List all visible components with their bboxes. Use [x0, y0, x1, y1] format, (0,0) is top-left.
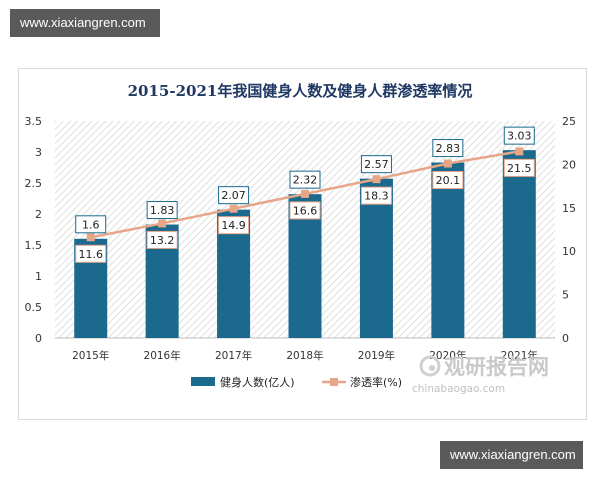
x-tick-label: 2017年 — [215, 349, 252, 362]
bar-value-label: 2.32 — [293, 174, 318, 187]
rate-value-box — [218, 216, 250, 235]
bar — [502, 150, 536, 338]
rate-value-box — [360, 186, 392, 205]
rate-point — [301, 189, 309, 198]
data-labels: 1.6 1.83 2.07 2.32 2.57 2.83 3.03 11.6 13.2 14.9 1… — [75, 126, 535, 263]
legend-label-line: 渗透率(%) — [350, 375, 402, 389]
bar-value-box — [432, 139, 464, 158]
rate-value-label: 18.3 — [364, 190, 389, 203]
bar-value-box — [503, 126, 535, 145]
y-right-tick-label: 5 — [562, 289, 569, 302]
rate-value-label: 13.2 — [150, 234, 175, 247]
legend-label-bar: 健身人数(亿人) — [220, 375, 295, 389]
y-left-tick-label: 2 — [35, 208, 42, 221]
bar-value-box — [360, 155, 392, 174]
bar-value-label: 2.07 — [221, 189, 246, 202]
y-left-tick-label: 0 — [35, 332, 42, 345]
logo-text-cn: 观研报告网 — [444, 355, 549, 379]
y-right-tick-label: 20 — [562, 158, 576, 171]
y-left-tick-label: 3.5 — [25, 115, 43, 128]
rate-point — [229, 204, 238, 213]
rate-value-label: 21.5 — [507, 162, 532, 175]
y-left-tick-label: 2.5 — [25, 177, 43, 190]
rate-point — [158, 219, 167, 228]
y-right-tick-label: 0 — [562, 332, 569, 345]
rate-value-box — [289, 201, 321, 220]
legend-swatch-bar — [191, 377, 215, 386]
bar-value-box — [75, 215, 107, 234]
y-right-tick-label: 15 — [562, 202, 576, 215]
rate-value-label: 20.1 — [436, 174, 461, 187]
bar-value-box — [218, 186, 250, 205]
y-left-tick-label: 1 — [35, 270, 42, 283]
bar-value-label: 3.03 — [507, 130, 532, 143]
rate-value-label: 11.6 — [78, 248, 103, 261]
bar-value-label: 2.83 — [436, 142, 461, 155]
x-tick-label: 2015年 — [72, 349, 109, 362]
rate-value-box — [432, 171, 464, 190]
rate-value-box — [503, 158, 535, 177]
rate-value-label: 14.9 — [221, 219, 246, 232]
rate-line — [86, 147, 524, 242]
x-tick-label: 2020年 — [429, 349, 466, 362]
bar-value-label: 1.6 — [82, 218, 100, 231]
bars — [74, 150, 536, 338]
y-left-tick-label: 3 — [35, 146, 42, 159]
x-tick-label: 2019年 — [358, 349, 395, 362]
bar — [359, 178, 393, 338]
bar-value-label: 1.83 — [150, 204, 175, 217]
logo: 观研报告网 chinabaogao.com — [412, 355, 549, 395]
bar-value-box — [289, 170, 321, 189]
rate-point — [515, 147, 524, 156]
legend: 健身人数(亿人) 渗透率(%) — [191, 375, 402, 389]
watermark-top: www.xiaxiangren.com — [10, 9, 160, 37]
chart-title: 2015-2021年我国健身人数及健身人群渗透率情况 — [128, 82, 473, 100]
rate-value-label: 16.6 — [293, 204, 318, 217]
y-right-tick-label: 25 — [562, 115, 576, 128]
y-right-tick-label: 10 — [562, 245, 576, 258]
x-tick-label: 2018年 — [286, 349, 323, 362]
y-left-tick-label: 1.5 — [25, 239, 43, 252]
bar — [431, 162, 465, 338]
rate-value-box — [146, 230, 178, 249]
rate-point — [443, 159, 452, 168]
legend-marker-line — [330, 378, 338, 386]
x-tick-label: 2016年 — [144, 349, 181, 362]
y-left-tick-label: 0.5 — [25, 301, 43, 314]
logo-emblem — [419, 355, 441, 377]
rate-point — [372, 175, 381, 184]
logo-text-en: chinabaogao.com — [412, 383, 505, 395]
bar-value-box — [146, 201, 178, 220]
rate-value-box — [75, 244, 107, 263]
x-tick-label: 2021年 — [501, 349, 538, 362]
watermark-bottom: www.xiaxiangren.com — [440, 441, 583, 469]
bar-value-label: 2.57 — [364, 158, 389, 171]
rate-point — [86, 233, 95, 242]
